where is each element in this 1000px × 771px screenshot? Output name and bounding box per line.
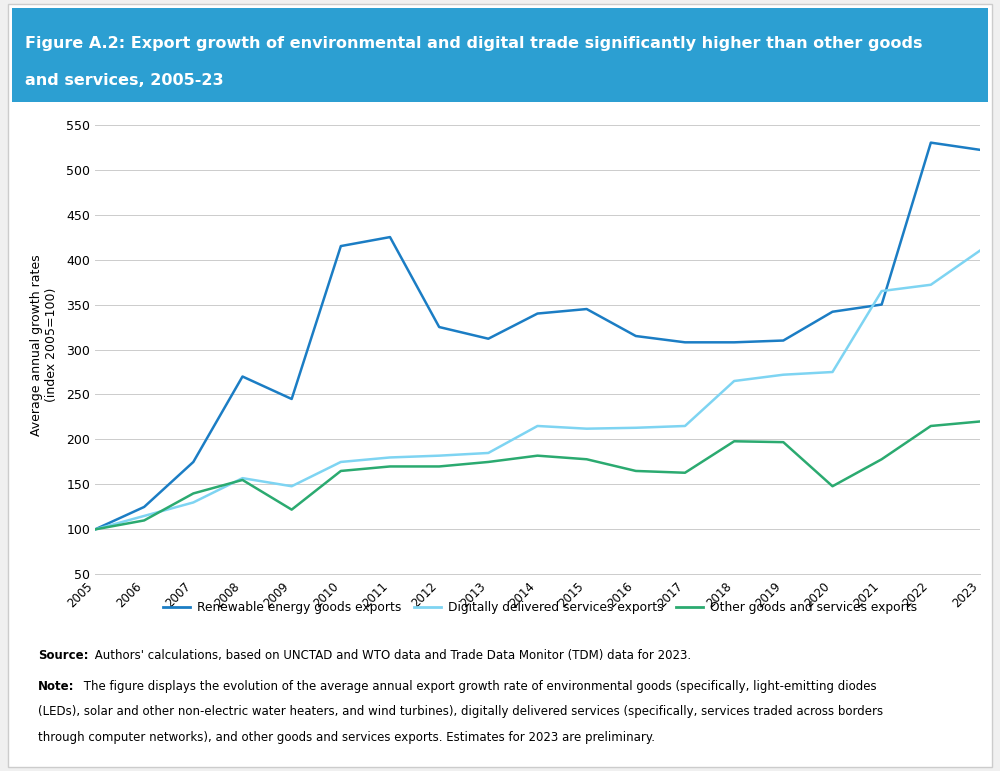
Legend: Renewable energy goods exports, Digitally delivered services exports, Other good: Renewable energy goods exports, Digitall… <box>158 596 922 618</box>
Text: through computer networks), and other goods and services exports. Estimates for : through computer networks), and other go… <box>38 731 655 744</box>
Text: The figure displays the evolution of the average annual export growth rate of en: The figure displays the evolution of the… <box>80 680 877 693</box>
Text: and services, 2005-23: and services, 2005-23 <box>25 73 224 89</box>
Text: (LEDs), solar and other non-electric water heaters, and wind turbines), digitall: (LEDs), solar and other non-electric wat… <box>38 705 883 719</box>
Text: Note:: Note: <box>38 680 74 693</box>
Y-axis label: Average annual growth rates
(index 2005=100): Average annual growth rates (index 2005=… <box>30 254 58 436</box>
Text: Authors' calculations, based on UNCTAD and WTO data and Trade Data Monitor (TDM): Authors' calculations, based on UNCTAD a… <box>91 649 691 662</box>
Text: Source:: Source: <box>38 649 88 662</box>
Text: Figure A.2: Export growth of environmental and digital trade significantly highe: Figure A.2: Export growth of environment… <box>25 35 922 51</box>
